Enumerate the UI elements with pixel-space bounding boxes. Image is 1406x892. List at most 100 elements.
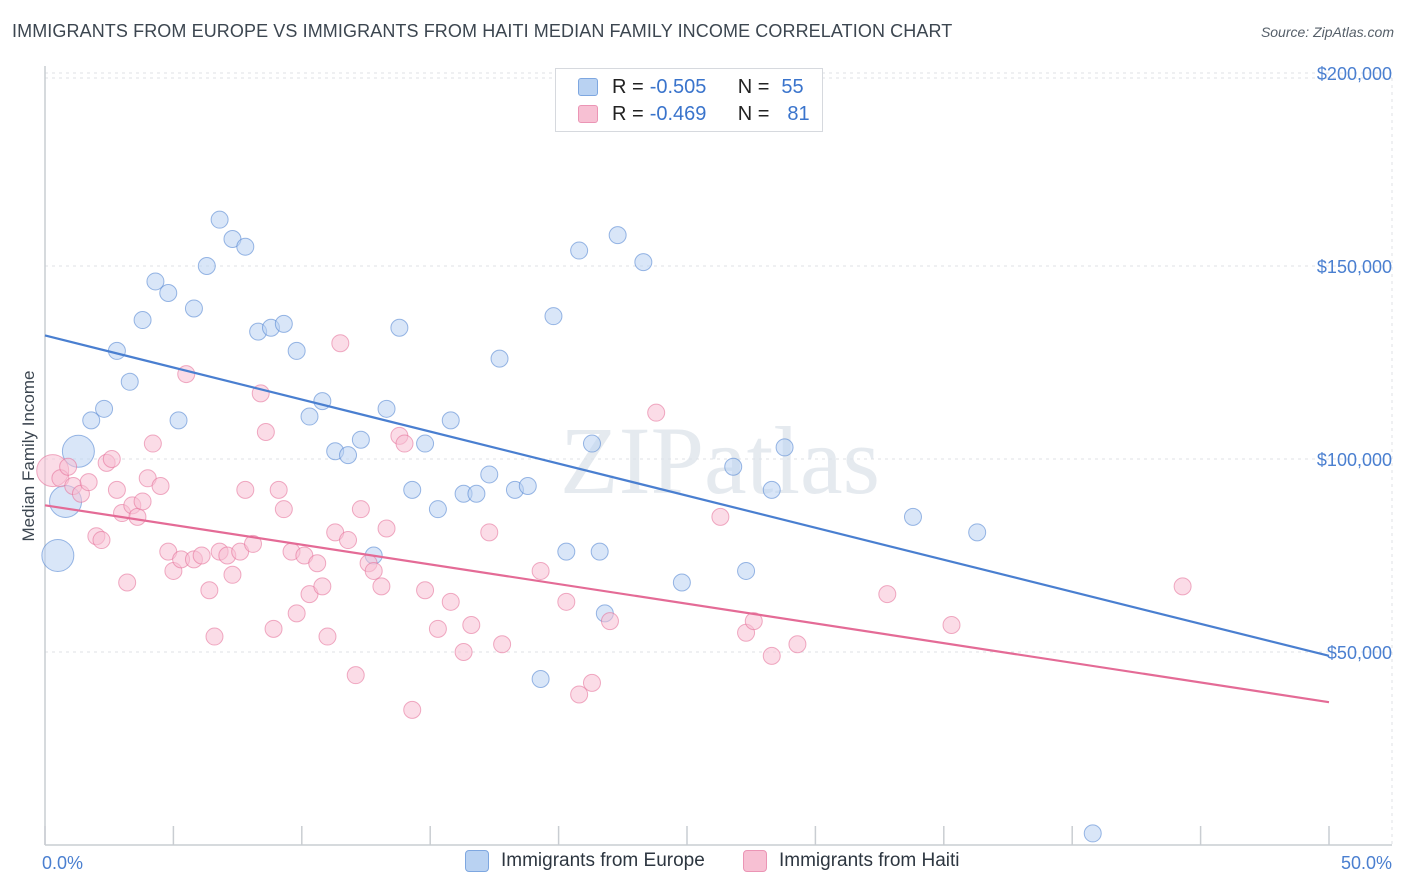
haiti-point (107, 480, 126, 499)
europe-trend-line (44, 334, 1330, 657)
haiti-point (493, 635, 512, 654)
legend-r-value: -0.505 (649, 75, 707, 98)
source-label: Source: ZipAtlas.com (1260, 24, 1394, 40)
legend-r-label: R = (612, 102, 644, 125)
haiti-point (878, 585, 897, 604)
haiti-point (462, 615, 481, 634)
haiti-point (351, 500, 370, 519)
legend-swatch-europe (578, 78, 598, 96)
y-tick-label: $150,000 (1317, 257, 1392, 277)
y-tick-label: $50,000 (1327, 643, 1392, 663)
haiti-point (377, 519, 396, 538)
legend-n-value: 81 (787, 102, 810, 125)
europe-point (390, 318, 409, 337)
europe-point (762, 480, 781, 499)
haiti-point (264, 619, 283, 638)
haiti-point (1173, 577, 1192, 596)
haiti-point (744, 612, 763, 631)
legend-row-haiti: R = -0.469 N = 81 (578, 102, 810, 126)
europe-point (518, 477, 537, 496)
europe-point (274, 314, 293, 333)
europe-point (159, 284, 178, 303)
haiti-point (151, 477, 170, 496)
haiti-point (205, 627, 224, 646)
europe-point (968, 523, 987, 542)
europe-point (300, 407, 319, 426)
europe-point (133, 311, 152, 330)
tick-labels: $200,000 $150,000 $100,000 $50,000 0.0% 50.0% (42, 64, 1392, 873)
haiti-point (118, 573, 137, 592)
europe-point (441, 411, 460, 430)
haiti-point (236, 480, 255, 499)
stats-legend: R = -0.505 N = 55 R = -0.469 N = 81 (555, 68, 823, 132)
haiti-point (582, 673, 601, 692)
haiti-point (570, 685, 589, 704)
watermark: ZIPatlas (560, 407, 880, 514)
haiti-point (92, 531, 111, 550)
haiti-point (346, 666, 365, 685)
europe-point (582, 434, 601, 453)
axes (44, 66, 1392, 846)
europe-point (480, 465, 499, 484)
haiti-point (416, 581, 435, 600)
haiti-point (647, 403, 666, 422)
legend-r-label: R = (612, 75, 644, 98)
y-tick-label: $200,000 (1317, 64, 1392, 84)
legend-swatch-haiti (578, 105, 598, 123)
europe-point (184, 299, 203, 318)
haiti-point (480, 523, 499, 542)
haiti-point (223, 565, 242, 584)
europe-point (120, 372, 139, 391)
europe-point (672, 573, 691, 592)
europe-point (146, 272, 165, 291)
europe-point (490, 349, 509, 368)
europe-point (41, 539, 75, 572)
haiti-point (287, 604, 306, 623)
haiti-point (128, 507, 147, 526)
data-points (36, 210, 1192, 843)
x-tick-label: 50.0% (1341, 853, 1392, 873)
europe-point (557, 542, 576, 561)
europe-point (570, 241, 589, 260)
series-legend: Immigrants from Europe Immigrants from H… (0, 850, 1406, 878)
europe-point (339, 446, 358, 465)
haiti-point (395, 434, 414, 453)
europe-point (634, 253, 653, 272)
haiti-point (59, 457, 78, 476)
legend-item-haiti[interactable]: Immigrants from Haiti (743, 850, 960, 872)
europe-point (724, 457, 743, 476)
europe-point (903, 507, 922, 526)
haiti-point (441, 592, 460, 611)
legend-n-label: N = (737, 102, 770, 125)
europe-point (210, 210, 229, 229)
europe-point (467, 484, 486, 503)
haiti-point (372, 577, 391, 596)
europe-point (1083, 824, 1102, 843)
haiti-point (274, 500, 293, 519)
europe-point (197, 257, 216, 275)
legend-item-europe[interactable]: Immigrants from Europe (465, 850, 705, 872)
haiti-point (531, 561, 550, 580)
haiti-point (942, 615, 961, 634)
haiti-point (269, 480, 288, 499)
europe-point (416, 434, 435, 453)
legend-r-value: -0.469 (649, 102, 707, 125)
europe-point (169, 411, 188, 430)
trend-lines (44, 334, 1330, 704)
europe-point (775, 438, 794, 457)
haiti-point (200, 581, 219, 600)
haiti-point (428, 619, 447, 638)
haiti-point (762, 646, 781, 665)
y-tick-label: $100,000 (1317, 450, 1392, 470)
europe-point (531, 670, 550, 689)
haiti-point (331, 334, 350, 353)
haiti-point (557, 592, 576, 611)
chart-title: IMMIGRANTS FROM EUROPE VS IMMIGRANTS FRO… (12, 21, 953, 41)
europe-point (608, 226, 627, 245)
europe-point (236, 237, 255, 256)
haiti-point (364, 561, 383, 580)
haiti-point (339, 531, 358, 550)
haiti-trend-line (44, 504, 1330, 704)
europe-point (82, 411, 101, 430)
